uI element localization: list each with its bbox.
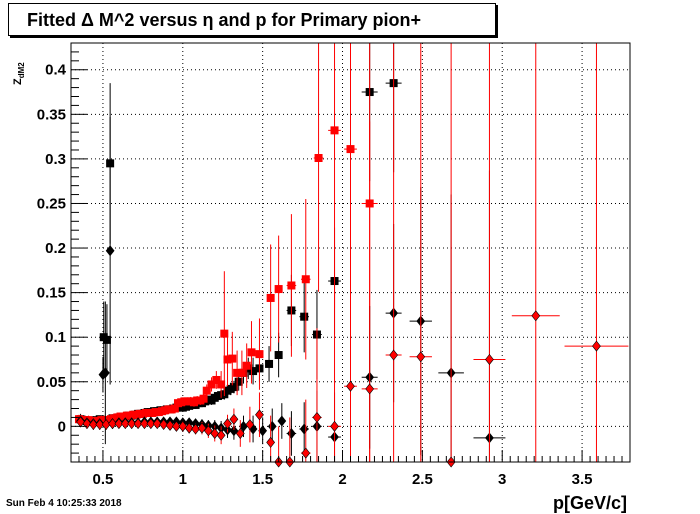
data-point: [170, 404, 179, 413]
data-point: [203, 425, 213, 437]
chart-title: Fitted Δ M^2 versus η and p for Primary …: [27, 10, 422, 30]
x-tick-label: 2.5: [412, 471, 433, 488]
data-point: [140, 418, 149, 430]
data-point: [592, 340, 601, 352]
series-4: [76, 43, 629, 468]
y-tick-label: 0.3: [45, 151, 66, 168]
data-point: [266, 436, 276, 448]
data-series: [74, 43, 629, 468]
data-point: [159, 419, 169, 431]
data-point: [223, 418, 232, 430]
data-point: [114, 418, 124, 430]
y-tick-label: 0.25: [37, 195, 66, 212]
data-point: [165, 419, 175, 431]
x-axis-label: p[GeV/c]: [553, 493, 628, 513]
data-point: [330, 420, 339, 432]
data-point: [108, 418, 117, 430]
x-tick-labels: 0.5 1 1.5 2 2.5 3 3.5: [93, 471, 593, 488]
data-point: [210, 427, 220, 439]
data-point: [312, 411, 322, 423]
data-point: [105, 245, 115, 257]
data-point: [120, 418, 130, 430]
data-point: [389, 349, 399, 361]
data-point: [247, 348, 256, 357]
data-point: [178, 420, 188, 432]
y-tick-label: 0.05: [37, 374, 66, 391]
x-tick-label: 1.5: [252, 471, 273, 488]
data-point: [300, 312, 309, 321]
y-tick-label: 0: [58, 418, 66, 435]
data-point: [314, 154, 323, 163]
data-point: [255, 409, 264, 421]
data-point: [229, 425, 239, 437]
y-tick-label: 0.35: [37, 106, 66, 123]
data-point: [229, 413, 239, 425]
data-point: [531, 310, 541, 322]
data-point: [212, 375, 221, 384]
data-point: [346, 380, 355, 392]
x-tick-label: 3.5: [572, 471, 593, 488]
data-point: [249, 367, 258, 376]
data-point: [330, 126, 339, 135]
data-point: [287, 281, 296, 290]
x-tick-label: 3: [498, 471, 506, 488]
data-point: [365, 383, 375, 395]
data-point: [245, 419, 255, 431]
data-point: [76, 416, 85, 428]
data-point: [266, 293, 275, 302]
y-axis-label-main: Z: [12, 78, 24, 85]
data-point: [197, 422, 207, 434]
data-point: [274, 285, 283, 294]
x-tick-label: 2: [338, 471, 346, 488]
data-point: [416, 351, 426, 363]
x-tick-label: 1: [179, 471, 187, 488]
data-point: [127, 418, 137, 430]
data-point: [223, 355, 232, 364]
data-point: [258, 425, 268, 437]
title-box: Fitted Δ M^2 versus η and p for Primary …: [8, 3, 496, 36]
y-tick-label: 0.4: [45, 62, 67, 79]
data-point: [485, 353, 494, 365]
timestamp: Sun Feb 4 10:25:33 2018: [6, 498, 122, 509]
data-point: [229, 383, 238, 392]
axis-ticks: [71, 51, 631, 463]
data-point: [274, 351, 283, 360]
data-point: [172, 420, 181, 432]
data-point: [234, 377, 243, 386]
data-point: [301, 275, 310, 284]
y-tick-labels: 0 0.05 0.1 0.15 0.2 0.25 0.3 0.35 0.4: [37, 62, 67, 436]
y-tick-label: 0.15: [37, 285, 66, 302]
data-point: [346, 145, 355, 154]
data-point: [265, 359, 274, 368]
data-point: [277, 415, 287, 427]
data-point: [102, 335, 111, 344]
data-point: [199, 394, 208, 403]
data-point: [217, 380, 226, 389]
data-point: [100, 367, 110, 379]
data-point: [233, 368, 242, 377]
y-axis-label-sub: dM2: [17, 62, 27, 79]
data-point: [202, 386, 211, 395]
data-point: [152, 418, 162, 430]
data-point: [133, 418, 143, 430]
y-axis-label: ZdM2: [12, 62, 26, 85]
data-point: [228, 354, 237, 363]
y-tick-label: 0.1: [45, 329, 66, 346]
data-point: [301, 447, 311, 459]
data-point: [184, 422, 194, 434]
data-point: [146, 418, 156, 430]
data-point: [216, 429, 226, 441]
data-point: [207, 380, 216, 389]
y-tick-label: 0.2: [45, 240, 66, 257]
data-point: [95, 419, 105, 431]
data-point: [235, 427, 245, 439]
x-tick-label: 0.5: [93, 471, 114, 488]
data-point: [242, 361, 251, 370]
data-point: [88, 419, 98, 431]
data-point: [220, 329, 229, 338]
data-point: [255, 350, 264, 359]
data-point: [237, 368, 246, 377]
